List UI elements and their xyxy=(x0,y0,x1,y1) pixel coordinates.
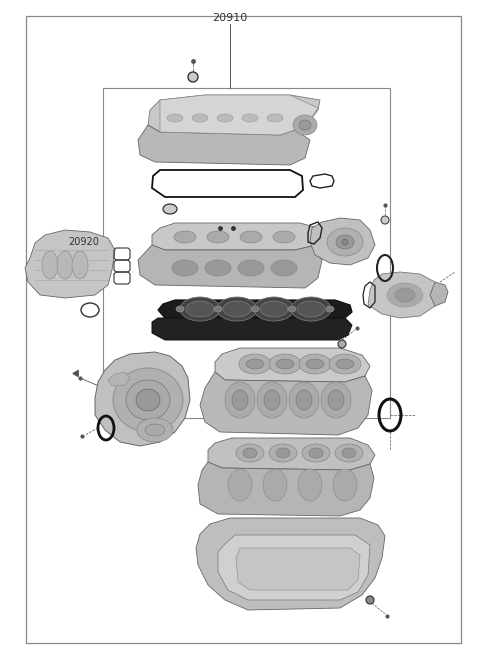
Polygon shape xyxy=(200,372,372,435)
Ellipse shape xyxy=(254,297,294,321)
Ellipse shape xyxy=(251,306,259,312)
Ellipse shape xyxy=(302,444,330,462)
Ellipse shape xyxy=(335,444,363,462)
Polygon shape xyxy=(208,438,375,470)
Ellipse shape xyxy=(242,114,258,122)
Polygon shape xyxy=(138,125,310,165)
Ellipse shape xyxy=(136,389,160,411)
Ellipse shape xyxy=(395,288,415,302)
Ellipse shape xyxy=(387,283,423,307)
Ellipse shape xyxy=(217,114,233,122)
Ellipse shape xyxy=(291,297,331,321)
Polygon shape xyxy=(148,95,320,135)
Ellipse shape xyxy=(126,380,170,420)
Ellipse shape xyxy=(243,448,257,458)
Polygon shape xyxy=(25,230,115,298)
Ellipse shape xyxy=(297,301,325,317)
Polygon shape xyxy=(152,318,352,340)
Ellipse shape xyxy=(342,448,356,458)
Ellipse shape xyxy=(271,260,297,276)
Polygon shape xyxy=(158,300,352,318)
Ellipse shape xyxy=(176,306,184,312)
Ellipse shape xyxy=(57,251,73,279)
Ellipse shape xyxy=(381,216,389,224)
Ellipse shape xyxy=(214,306,222,312)
Polygon shape xyxy=(108,372,130,386)
Ellipse shape xyxy=(269,444,297,462)
Polygon shape xyxy=(95,352,190,446)
Ellipse shape xyxy=(289,382,319,418)
Ellipse shape xyxy=(306,359,324,369)
Ellipse shape xyxy=(163,204,177,214)
Ellipse shape xyxy=(137,418,173,442)
Polygon shape xyxy=(196,518,385,610)
Ellipse shape xyxy=(223,301,251,317)
Ellipse shape xyxy=(366,596,374,604)
Ellipse shape xyxy=(288,306,296,312)
Ellipse shape xyxy=(299,354,331,374)
Ellipse shape xyxy=(205,260,231,276)
Ellipse shape xyxy=(263,469,287,501)
Ellipse shape xyxy=(167,114,183,122)
Polygon shape xyxy=(310,218,375,265)
Ellipse shape xyxy=(267,114,283,122)
Ellipse shape xyxy=(188,72,198,82)
Ellipse shape xyxy=(228,469,252,501)
Ellipse shape xyxy=(172,260,198,276)
Ellipse shape xyxy=(338,340,346,348)
Ellipse shape xyxy=(260,301,288,317)
Polygon shape xyxy=(215,348,370,382)
Ellipse shape xyxy=(336,359,354,369)
Polygon shape xyxy=(236,548,360,590)
Ellipse shape xyxy=(328,390,344,410)
Ellipse shape xyxy=(327,228,363,256)
Ellipse shape xyxy=(145,424,165,436)
Text: 20920: 20920 xyxy=(68,237,99,247)
Ellipse shape xyxy=(232,390,248,410)
Polygon shape xyxy=(368,272,440,318)
Ellipse shape xyxy=(207,231,229,243)
Ellipse shape xyxy=(276,359,294,369)
Polygon shape xyxy=(218,535,370,600)
Ellipse shape xyxy=(321,382,351,418)
Ellipse shape xyxy=(174,231,196,243)
Ellipse shape xyxy=(329,354,361,374)
Ellipse shape xyxy=(273,231,295,243)
Ellipse shape xyxy=(276,448,290,458)
Ellipse shape xyxy=(238,260,264,276)
Ellipse shape xyxy=(72,251,88,279)
Text: 20910: 20910 xyxy=(212,13,248,23)
Polygon shape xyxy=(160,95,318,135)
Ellipse shape xyxy=(113,368,183,432)
Ellipse shape xyxy=(240,231,262,243)
Ellipse shape xyxy=(293,115,317,135)
Polygon shape xyxy=(430,282,448,306)
Ellipse shape xyxy=(296,390,312,410)
Ellipse shape xyxy=(42,251,58,279)
Ellipse shape xyxy=(264,390,280,410)
Ellipse shape xyxy=(333,469,357,501)
Polygon shape xyxy=(138,245,322,288)
Ellipse shape xyxy=(257,382,287,418)
Ellipse shape xyxy=(269,354,301,374)
Ellipse shape xyxy=(246,359,264,369)
Ellipse shape xyxy=(217,297,257,321)
Ellipse shape xyxy=(236,444,264,462)
Ellipse shape xyxy=(239,354,271,374)
Ellipse shape xyxy=(326,306,334,312)
Ellipse shape xyxy=(186,301,214,317)
Ellipse shape xyxy=(309,448,323,458)
Ellipse shape xyxy=(298,469,322,501)
Ellipse shape xyxy=(299,120,311,130)
Ellipse shape xyxy=(192,114,208,122)
Ellipse shape xyxy=(180,297,220,321)
Ellipse shape xyxy=(225,382,255,418)
Ellipse shape xyxy=(342,239,348,245)
Bar xyxy=(103,88,390,418)
Ellipse shape xyxy=(336,235,354,249)
Polygon shape xyxy=(198,462,374,516)
Polygon shape xyxy=(152,223,320,250)
